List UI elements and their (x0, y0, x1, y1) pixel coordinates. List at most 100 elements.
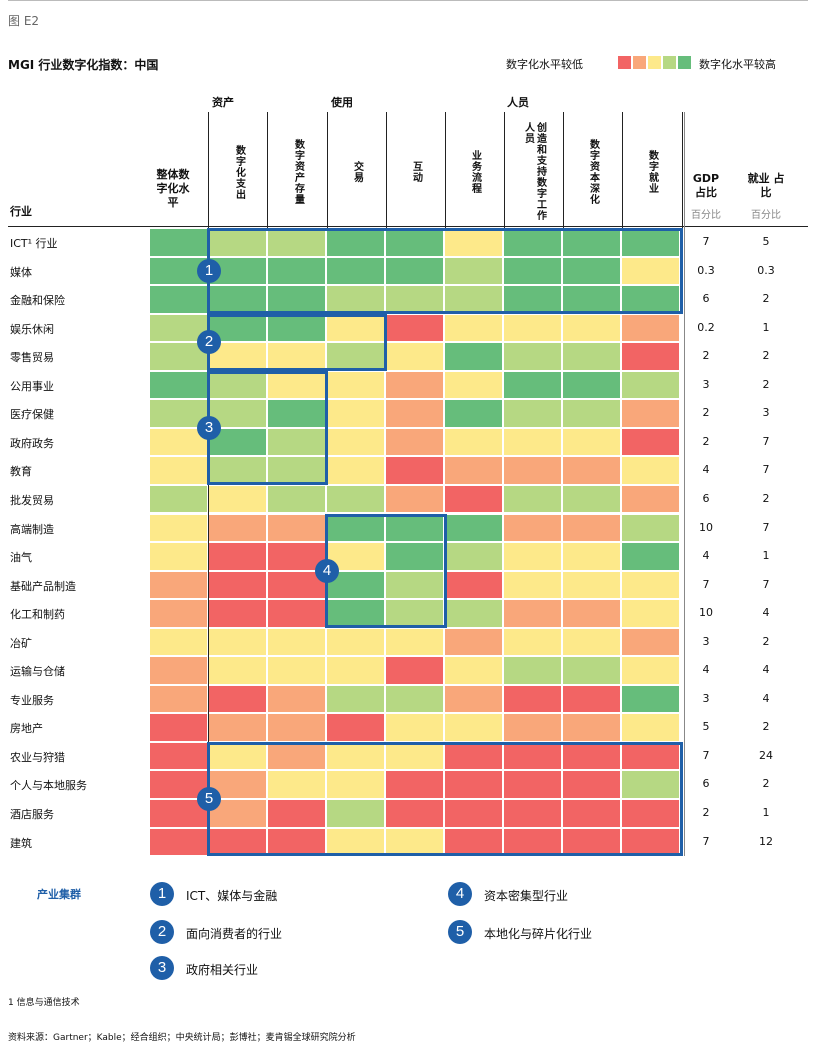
top-rule (8, 0, 808, 1)
heatmap-cell (268, 400, 325, 427)
heatmap-cell (504, 485, 561, 513)
heatmap-cell (563, 685, 620, 713)
overall-cell (150, 229, 207, 256)
heatmap-cell (563, 428, 620, 456)
header-divider (267, 112, 268, 228)
employment-share: 1 (762, 549, 770, 563)
gdp-share: 5 (702, 720, 710, 734)
employment-share: 2 (762, 720, 770, 734)
heatmap-cell (622, 800, 679, 827)
heatmap-cell (386, 800, 443, 827)
employment-share: 1 (762, 320, 770, 334)
cluster-legend-badge: 3 (150, 956, 174, 980)
heatmap-cell (327, 229, 384, 256)
heatmap-cell (445, 742, 502, 770)
heatmap-cell (504, 628, 561, 656)
chart-title: MGI 行业数字化指数：中国 (8, 58, 159, 72)
heatmap-cell (504, 742, 561, 770)
gdp-share: 0.3 (697, 263, 715, 277)
heatmap-cell (622, 229, 679, 256)
gdp-share: 10 (699, 520, 713, 534)
industry-label: 高端制造 (10, 522, 54, 536)
industry-label: 冶矿 (10, 636, 32, 650)
heatmap-cell (504, 657, 561, 684)
employment-share: 2 (762, 349, 770, 363)
industry-label: 个人与本地服务 (10, 779, 87, 793)
heatmap-cell (563, 485, 620, 513)
heatmap-cell (563, 714, 620, 741)
employment-share: 7 (762, 434, 770, 448)
overall-cell (150, 828, 207, 856)
heatmap-cell (504, 314, 561, 342)
heatmap-cell (209, 742, 266, 770)
heatmap-cell (386, 400, 443, 427)
heatmap-cell (209, 714, 266, 741)
share-divider (684, 112, 685, 857)
cluster-box-4 (325, 513, 447, 628)
heatmap-cell (563, 286, 620, 313)
legend-swatch (633, 56, 646, 69)
gdp-share: 6 (702, 292, 710, 306)
overall-cell (150, 457, 207, 484)
heatmap-cell (622, 257, 679, 285)
industry-label: 化工和制药 (10, 608, 65, 622)
gdp-share: 6 (702, 777, 710, 791)
heatmap-cell (563, 800, 620, 827)
heatmap-cell (504, 457, 561, 484)
heatmap-cell (327, 428, 384, 456)
clusters-legend-title: 产业集群 (37, 888, 81, 901)
heatmap-cell (386, 229, 443, 256)
employment-share: 12 (759, 834, 773, 848)
overall-cell (150, 514, 207, 542)
header-divider (445, 112, 446, 228)
cluster-badge: 5 (197, 787, 221, 811)
legend-low-label: 数字化水平较低 (506, 58, 583, 71)
heatmap-cell (504, 286, 561, 313)
industry-label: 媒体 (10, 265, 32, 279)
cluster-legend-label: 资本密集型行业 (484, 889, 569, 903)
industry-label: 酒店服务 (10, 808, 54, 821)
heatmap-cell (327, 714, 384, 741)
heatmap-cell (504, 343, 561, 370)
header-divider (563, 112, 564, 228)
heatmap-cell (386, 714, 443, 741)
heatmap-cell (445, 257, 502, 285)
heatmap-cell (445, 600, 502, 627)
footnote: 1 信息与通信技术 (8, 998, 80, 1008)
heatmap-cell (268, 514, 325, 542)
column-header: 数字化支出 (233, 144, 245, 200)
overall-divider (208, 228, 209, 857)
heatmap-cell (327, 685, 384, 713)
heatmap-cell (563, 742, 620, 770)
heatmap-cell (622, 400, 679, 427)
employment-share: 4 (762, 691, 770, 705)
heatmap-cell (622, 571, 679, 599)
heatmap-cell (209, 543, 266, 570)
heatmap-cell (327, 657, 384, 684)
heatmap-cell (563, 628, 620, 656)
overall-cell (150, 286, 207, 313)
heatmap-cell (622, 428, 679, 456)
heatmap-cell (445, 714, 502, 741)
gdp-share: 3 (702, 634, 710, 648)
heatmap-cell (622, 628, 679, 656)
industry-label: 零售贸易 (10, 351, 54, 365)
heatmap-cell (268, 229, 325, 256)
overall-cell (150, 371, 207, 399)
cluster-badge: 1 (197, 258, 221, 283)
heatmap-cell (504, 514, 561, 542)
gdp-share: 4 (702, 463, 710, 477)
heatmap-cell (622, 485, 679, 513)
employment-share: 3 (762, 406, 770, 420)
heatmap-cell (209, 286, 266, 313)
employment-share: 4 (762, 606, 770, 620)
heatmap-cell (504, 543, 561, 570)
heatmap-cell (386, 314, 443, 342)
heatmap-cell (386, 514, 443, 542)
cluster-legend-label: 政府相关行业 (186, 963, 259, 977)
heatmap-cell (327, 742, 384, 770)
gdp-share: 7 (702, 577, 710, 591)
heatmap-cell (327, 314, 384, 342)
heatmap-cell (209, 371, 266, 399)
gdp-share: 4 (702, 663, 710, 677)
